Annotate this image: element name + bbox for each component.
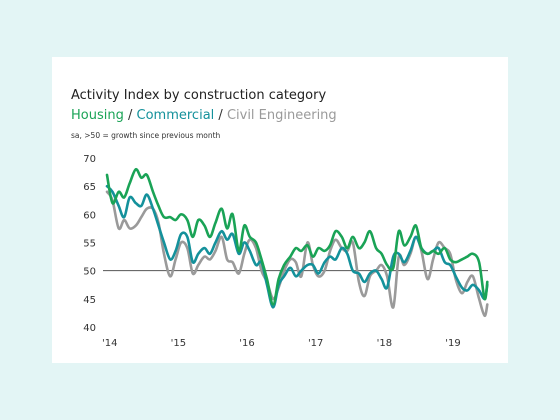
- legend-housing: Housing: [71, 108, 124, 123]
- y-tick-label: 65: [83, 182, 96, 193]
- x-tick-label: '18: [377, 338, 392, 349]
- y-tick-label: 55: [83, 239, 96, 250]
- y-tick-label: 45: [83, 295, 96, 306]
- x-tick-label: '14: [102, 338, 117, 349]
- line-chart: 40 45 50 55 60 65 70 '14 '15 '16 '17 '18 '19: [83, 154, 489, 349]
- x-tick-label: '15: [171, 338, 186, 349]
- legend-civil-engineering: Civil Engineering: [226, 108, 337, 123]
- series-line-housing: [105, 167, 489, 306]
- y-tick-label: 60: [83, 210, 96, 221]
- legend-separator: /: [214, 108, 227, 123]
- x-tick-label: '19: [445, 338, 460, 349]
- series-line-commercial: [105, 184, 489, 309]
- chart-note: sa, >50 = growth since previous month: [71, 131, 221, 140]
- x-tick-label: '17: [308, 338, 323, 349]
- legend-commercial: Commercial: [136, 108, 215, 123]
- x-tick-label: '16: [239, 338, 254, 349]
- chart-legend-subtitle: Housing / Commercial / Civil Engineering: [71, 108, 337, 123]
- legend-separator: /: [123, 108, 137, 123]
- y-tick-label: 40: [83, 323, 96, 334]
- chart-title: Activity Index by construction category: [71, 88, 327, 103]
- y-tick-label: 50: [83, 267, 96, 278]
- y-tick-label: 70: [83, 154, 96, 165]
- series-line-civil-engineering: [105, 190, 489, 318]
- chart-card: Activity Index by construction category …: [52, 57, 508, 363]
